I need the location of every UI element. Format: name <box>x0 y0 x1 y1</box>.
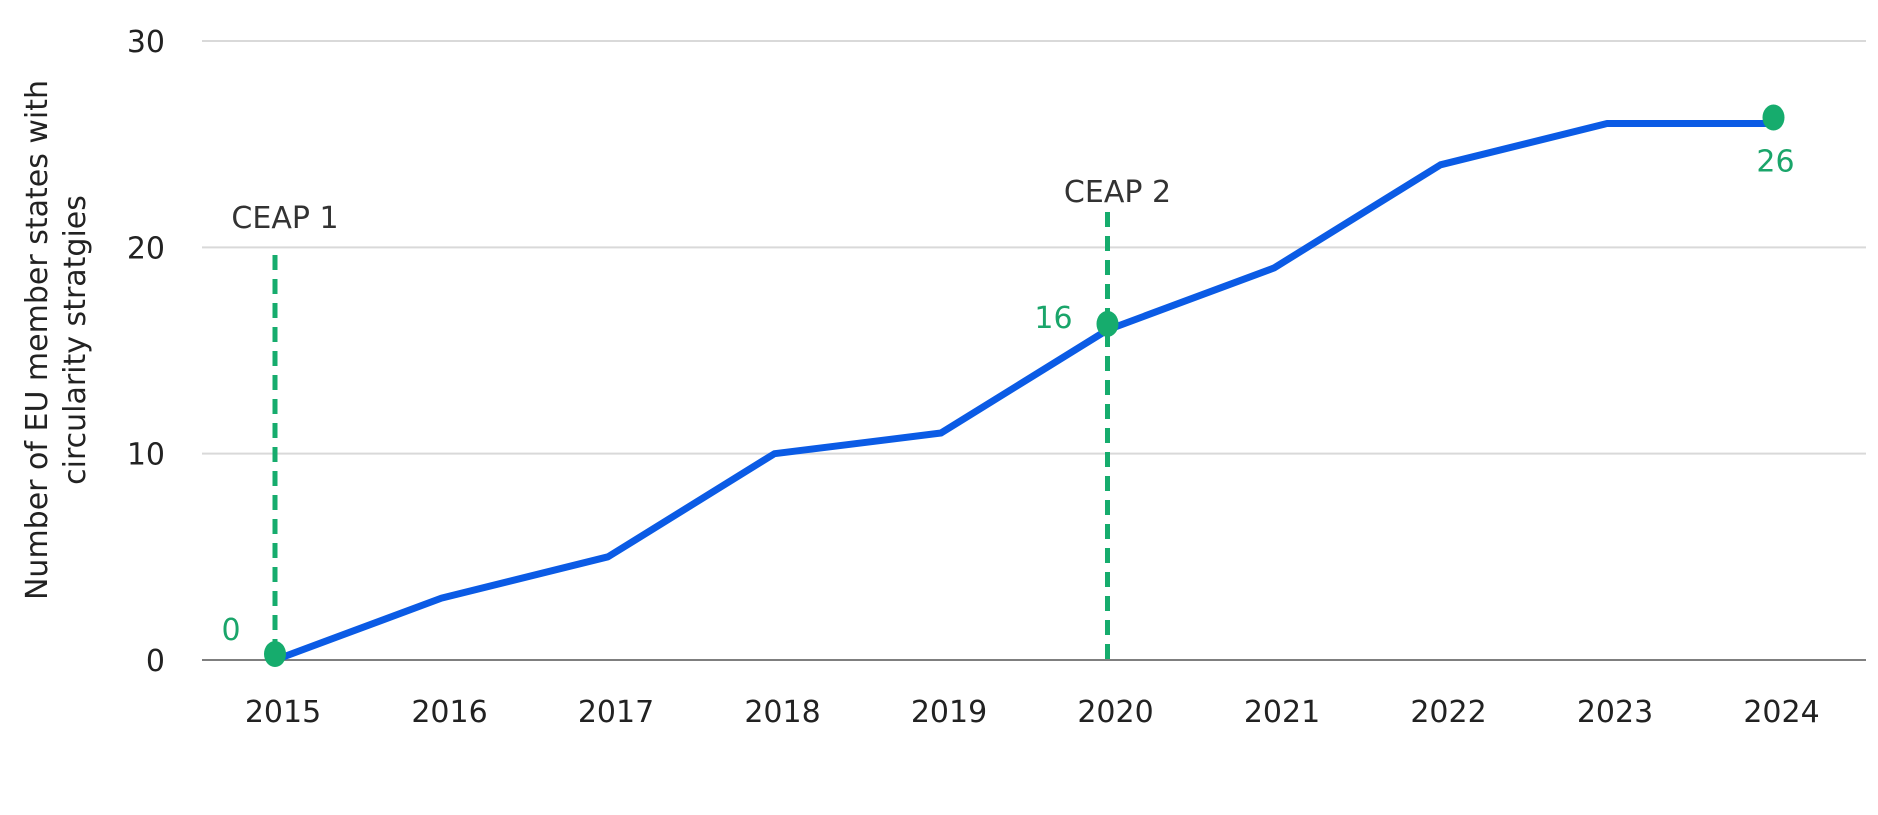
x-tick-label: 2024 <box>1743 695 1819 730</box>
reference-line-label: CEAP 2 <box>1064 175 1171 210</box>
x-tick-label: 2022 <box>1410 695 1486 730</box>
x-tick-labels: 2015 2016 2017 2018 2019 2020 2021 2022 2023 2024 <box>245 695 1820 730</box>
x-tick-label: 2018 <box>744 695 820 730</box>
highlight-markers: 0 16 26 <box>221 104 1795 667</box>
data-label: 26 <box>1756 145 1794 180</box>
x-tick-label: 2016 <box>411 695 487 730</box>
data-label: 16 <box>1034 301 1072 336</box>
ceap-reference-lines: CEAP 1 CEAP 2 <box>231 175 1171 660</box>
data-line <box>271 120 1777 664</box>
x-tick-label: 2020 <box>1077 695 1153 730</box>
reference-line-label: CEAP 1 <box>231 201 338 236</box>
x-tick-label: 2021 <box>1244 695 1320 730</box>
y-tick-label: 0 <box>146 644 165 679</box>
y-axis-label: Number of EU member states with circulari… <box>20 80 93 600</box>
data-point-marker <box>1096 310 1119 337</box>
x-tick-label: 2019 <box>911 695 987 730</box>
y-tick-label: 20 <box>127 231 165 266</box>
y-axis-title-line: circularity stratgies <box>58 195 93 485</box>
y-tick-labels: 0 10 20 30 <box>127 25 165 679</box>
data-point-marker <box>1762 104 1785 131</box>
gridlines <box>202 40 1866 661</box>
y-tick-label: 30 <box>127 25 165 60</box>
data-label: 0 <box>221 613 240 648</box>
y-axis-title-line: Number of EU member states with <box>20 80 55 600</box>
data-point-marker <box>264 641 286 667</box>
x-tick-label: 2017 <box>578 695 654 730</box>
x-tick-label: 2023 <box>1577 695 1653 730</box>
y-tick-label: 10 <box>127 438 165 473</box>
series-line <box>271 120 1777 664</box>
x-tick-label: 2015 <box>245 695 321 730</box>
